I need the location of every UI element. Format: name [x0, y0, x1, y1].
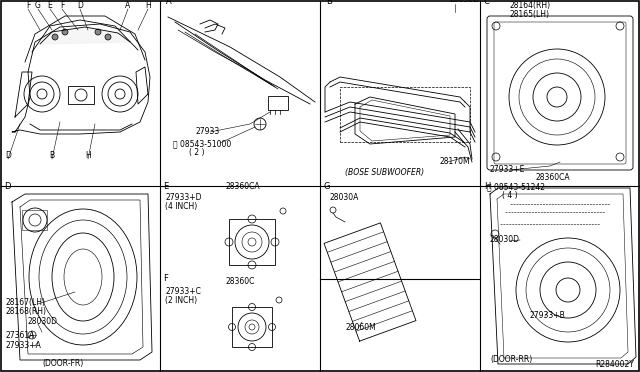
Text: 27933+B: 27933+B [530, 311, 566, 320]
Text: A: A [125, 1, 131, 10]
Text: ( 2 ): ( 2 ) [189, 148, 205, 157]
Bar [340, 87, 470, 142]
Text: F: F [163, 274, 168, 283]
Text: 28360C: 28360C [225, 277, 254, 286]
Bar [22, 210, 47, 230]
Text: 28170M: 28170M [440, 157, 470, 166]
Text: 28030D: 28030D [490, 235, 520, 244]
Text: C: C [484, 0, 490, 6]
Bar [232, 307, 272, 347]
Bar [68, 86, 94, 104]
Text: B: B [49, 151, 54, 160]
Text: 27933+D: 27933+D [165, 193, 202, 202]
Circle shape [52, 34, 58, 40]
Text: Ⓢ 08543-51000: Ⓢ 08543-51000 [173, 139, 231, 148]
Text: B: B [326, 0, 332, 6]
Text: (DOOR-FR): (DOOR-FR) [42, 359, 83, 368]
Text: 27933: 27933 [195, 127, 220, 136]
Text: (4 INCH): (4 INCH) [165, 202, 197, 211]
Text: Ⓑ 08543-51242: Ⓑ 08543-51242 [487, 182, 545, 191]
Text: F: F [26, 1, 30, 10]
Text: 28360CA: 28360CA [225, 182, 260, 191]
Polygon shape [40, 27, 130, 44]
Text: H: H [484, 182, 490, 191]
Text: H: H [145, 1, 151, 10]
Text: 27933+C: 27933+C [165, 287, 201, 296]
Text: (BOSE SUBWOOFER): (BOSE SUBWOOFER) [345, 168, 424, 177]
Text: G: G [323, 182, 330, 191]
Circle shape [62, 29, 68, 35]
Text: E: E [163, 182, 168, 191]
Text: R284002Y: R284002Y [595, 360, 634, 369]
Text: D: D [77, 1, 83, 10]
Text: (DOOR-RR): (DOOR-RR) [490, 355, 532, 364]
Text: 27361A: 27361A [5, 331, 35, 340]
Text: 28167(LH): 28167(LH) [5, 298, 45, 307]
Bar [268, 96, 288, 110]
Text: D: D [5, 151, 11, 160]
Text: 28360CA: 28360CA [535, 173, 570, 182]
Text: 28168(RH): 28168(RH) [5, 307, 46, 316]
Text: ( 4 ): ( 4 ) [502, 191, 518, 200]
Text: F: F [60, 1, 64, 10]
Text: 28030D: 28030D [28, 317, 58, 326]
Text: 28030A: 28030A [330, 193, 360, 202]
Text: 28030D: 28030D [450, 0, 480, 4]
Text: E: E [47, 1, 52, 10]
Text: 28164(RH): 28164(RH) [510, 1, 551, 10]
Text: H: H [85, 151, 91, 160]
Text: A: A [166, 0, 172, 6]
Text: (2 INCH): (2 INCH) [165, 296, 197, 305]
Text: G: G [35, 1, 41, 10]
Text: 28165(LH): 28165(LH) [510, 10, 550, 19]
Text: 27933+A: 27933+A [5, 341, 41, 350]
Circle shape [95, 29, 101, 35]
Text: D: D [4, 182, 10, 191]
Bar [229, 219, 275, 265]
Circle shape [105, 34, 111, 40]
Text: 27933+E: 27933+E [490, 165, 525, 174]
Text: 28060M: 28060M [345, 323, 376, 332]
